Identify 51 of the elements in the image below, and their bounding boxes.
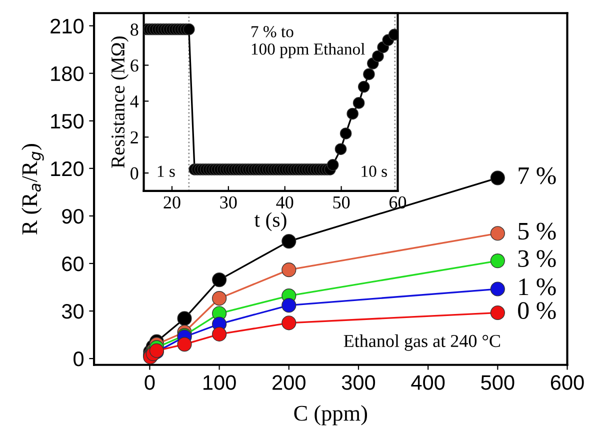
point xyxy=(490,305,505,320)
x-tick-label: 30 xyxy=(220,196,237,209)
point xyxy=(490,170,505,186)
x-tick-label: 600 xyxy=(550,375,584,390)
x-tick-label: 200 xyxy=(272,375,306,390)
point xyxy=(177,311,192,326)
point xyxy=(490,282,505,296)
point xyxy=(282,234,296,249)
y-tick-label: 180 xyxy=(51,66,84,82)
y-tick-label: 120 xyxy=(51,161,84,176)
y-axis-title: R (R$_{a}$/R$_{g}$) xyxy=(22,144,44,234)
annotation: 10 s xyxy=(362,166,387,177)
point xyxy=(212,326,227,342)
x-tick-label: 0 xyxy=(144,375,155,390)
point xyxy=(282,316,296,330)
y-tick-label: 0 xyxy=(130,167,138,180)
series-label: 3 % xyxy=(518,250,556,268)
x-tick-label: 50 xyxy=(333,196,350,209)
y-tick-label: 60 xyxy=(62,256,84,272)
series-label: 5 % xyxy=(518,222,556,240)
x-tick-label: 40 xyxy=(276,196,294,209)
point xyxy=(490,226,505,241)
annotation: 1 s xyxy=(158,166,175,177)
y-tick-label: 0 xyxy=(74,352,84,366)
x-axis-title: C (ppm) xyxy=(294,405,368,426)
annotation: Ethanol gas at 240 °C xyxy=(344,334,500,351)
x-tick-label: 300 xyxy=(342,375,376,390)
y-tick-label: 8 xyxy=(130,24,138,36)
y-tick-label: 30 xyxy=(62,304,84,319)
y-tick-label: 90 xyxy=(62,208,84,224)
series-label: 7 % xyxy=(518,167,556,184)
x-tick-label: 100 xyxy=(204,375,236,390)
y-tick-label: 6 xyxy=(130,60,138,72)
y-tick-label: 4 xyxy=(130,96,139,108)
series-label: 0 % xyxy=(518,302,556,320)
y-tick-label: 210 xyxy=(50,18,84,34)
point xyxy=(212,291,227,306)
x-tick-label: 500 xyxy=(481,375,514,390)
x-tick-label: 400 xyxy=(411,375,445,390)
x-tick-label: 20 xyxy=(164,196,180,209)
point xyxy=(282,262,296,278)
point xyxy=(177,337,192,352)
series-label: 1 % xyxy=(519,278,556,296)
y-tick-label: 2 xyxy=(130,131,138,144)
y-axis-title: Resistance (MΩ) xyxy=(110,36,128,168)
point xyxy=(282,298,296,313)
point xyxy=(490,253,505,268)
y-tick-label: 150 xyxy=(51,114,84,129)
x-axis-title: t (s) xyxy=(254,212,286,232)
annotation: 7 % to 100 ppm Ethanol xyxy=(252,26,365,58)
point xyxy=(212,272,227,288)
